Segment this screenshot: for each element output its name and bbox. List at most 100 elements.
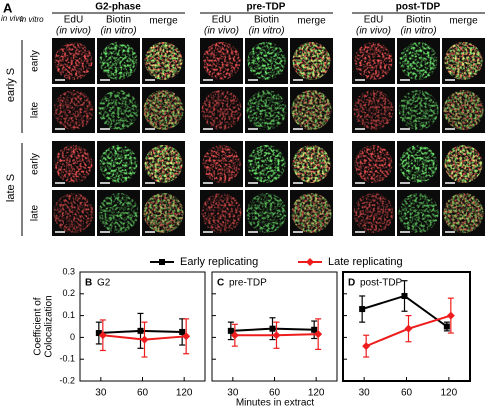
- nucleus: [398, 90, 439, 130]
- micrograph: [442, 87, 485, 133]
- column-header: Biotin: [106, 15, 131, 26]
- data-point: [140, 335, 149, 344]
- panel-label: A: [3, 0, 13, 15]
- nucleus: [144, 42, 183, 80]
- chart-title: G2: [97, 278, 111, 289]
- data-point: [314, 330, 323, 339]
- data-point: [227, 327, 234, 334]
- nucleus: [292, 42, 331, 80]
- row-label: early: [30, 50, 41, 72]
- nucleus: [202, 145, 241, 183]
- column-header: (in vitro): [248, 26, 284, 37]
- micrograph: [52, 141, 95, 187]
- x-tick-label: 120: [440, 388, 457, 399]
- micrograph: [352, 87, 395, 133]
- group-title: post-TDP: [396, 2, 441, 13]
- x-axis-label: Minutes in extract: [236, 398, 315, 409]
- nucleus: [291, 193, 332, 233]
- column-header: Biotin: [406, 15, 431, 26]
- micrograph: [397, 87, 440, 133]
- column-header: merge: [449, 16, 478, 27]
- nucleus: [202, 42, 241, 80]
- x-tick-label: 30: [227, 388, 239, 399]
- nucleus: [143, 90, 184, 130]
- nucleus: [354, 145, 393, 183]
- micrograph: [290, 190, 333, 236]
- micrograph: [97, 141, 140, 187]
- data-point: [137, 327, 144, 334]
- micrograph: [142, 141, 185, 187]
- nucleus: [54, 145, 93, 183]
- nucleus: [144, 145, 183, 183]
- data-point: [311, 326, 318, 333]
- nucleus: [354, 42, 393, 80]
- nucleus: [201, 193, 242, 233]
- x-tick-label: 60: [269, 388, 281, 399]
- nucleus: [444, 42, 483, 80]
- data-point: [359, 306, 366, 313]
- nucleus: [53, 90, 94, 130]
- micrograph: [442, 190, 485, 236]
- group-title: G2-phase: [95, 2, 141, 13]
- nucleus: [99, 42, 138, 80]
- legend-marker: [306, 258, 314, 266]
- data-point: [98, 331, 107, 340]
- column-header: EdU: [64, 15, 83, 26]
- micrograph: [52, 38, 95, 84]
- corner-label: in vitro: [20, 15, 44, 24]
- micrograph: [245, 87, 288, 133]
- y-tick-label: -0.1: [59, 354, 75, 364]
- nucleus: [54, 42, 93, 80]
- column-header: EdU: [364, 15, 383, 26]
- micrograph: [200, 141, 243, 187]
- nucleus: [247, 42, 286, 80]
- nucleus: [398, 193, 439, 233]
- corner-label: in vivo: [1, 14, 24, 23]
- x-tick-label: 60: [401, 388, 413, 399]
- y-tick-label: -0.2: [59, 375, 75, 385]
- column-header: merge: [297, 16, 326, 27]
- data-point: [179, 328, 186, 335]
- micrograph: [352, 38, 395, 84]
- micrograph: [97, 190, 140, 236]
- micrograph: [142, 87, 185, 133]
- column-header: (in vitro): [100, 26, 136, 37]
- nucleus: [246, 90, 287, 130]
- micrograph: [442, 141, 485, 187]
- micrograph: [397, 38, 440, 84]
- nucleus: [292, 145, 331, 183]
- nucleus: [399, 42, 438, 80]
- legend-label: Early replicating: [180, 256, 258, 268]
- row-label: late: [30, 102, 41, 119]
- micrograph: [290, 141, 333, 187]
- data-point: [401, 292, 408, 299]
- data-point: [443, 323, 450, 330]
- column-header: merge: [149, 16, 178, 27]
- chart-title: pre-TDP: [229, 278, 267, 289]
- row-label: late: [30, 205, 41, 222]
- chart-label: D: [348, 278, 355, 289]
- y-tick-label: 0.2: [62, 288, 75, 298]
- micrograph: [245, 38, 288, 84]
- data-point: [230, 331, 239, 340]
- micrograph: [97, 87, 140, 133]
- x-tick-label: 30: [95, 388, 107, 399]
- data-point: [272, 331, 281, 340]
- nucleus: [444, 145, 483, 183]
- y-axis-label: Colocalization: [44, 295, 55, 357]
- data-point: [362, 342, 371, 351]
- group-title: pre-TDP: [247, 2, 286, 13]
- data-point: [446, 311, 455, 320]
- x-tick-label: 120: [308, 388, 325, 399]
- y-tick-label: 0: [70, 332, 75, 342]
- chart-title: post-TDP: [360, 278, 403, 289]
- micrograph: [397, 190, 440, 236]
- nucleus: [399, 145, 438, 183]
- x-tick-label: 60: [137, 388, 149, 399]
- row-group-label: late S: [5, 174, 17, 202]
- micrograph: [52, 87, 95, 133]
- data-point: [404, 324, 413, 333]
- nucleus: [53, 193, 94, 233]
- column-header: Biotin: [254, 15, 279, 26]
- chart-label: C: [217, 278, 224, 289]
